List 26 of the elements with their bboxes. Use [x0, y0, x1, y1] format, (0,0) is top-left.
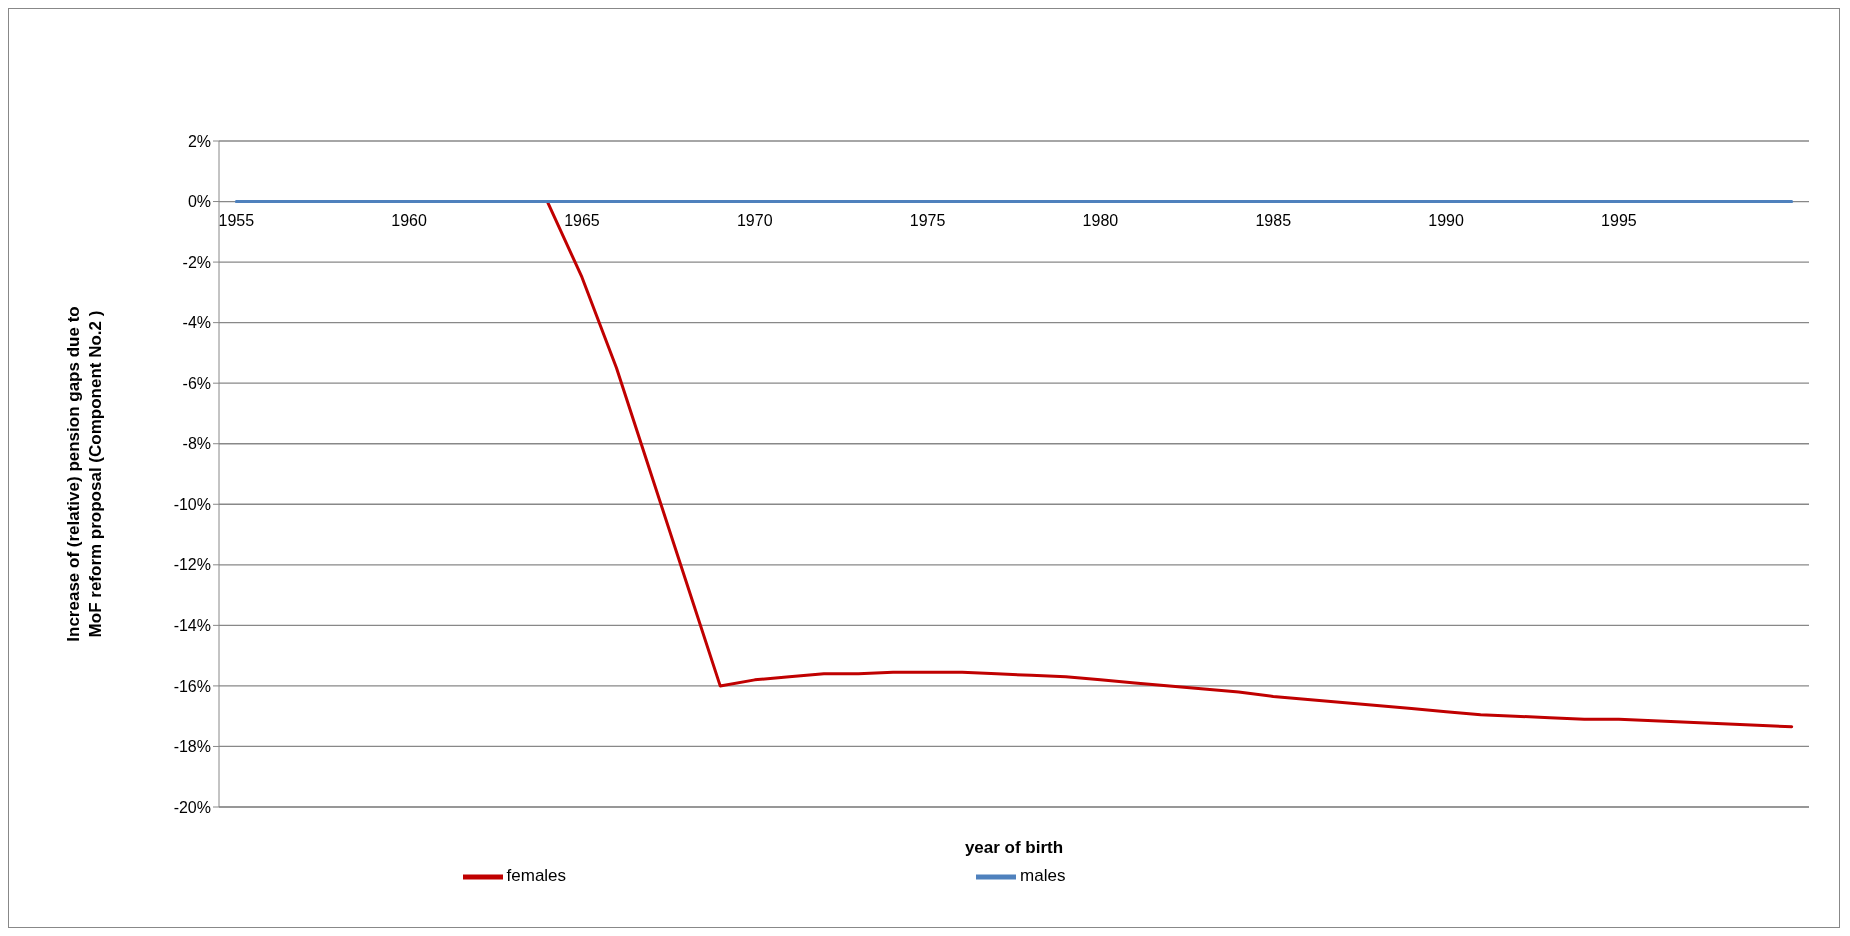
x-tick-label: 1980 — [1082, 211, 1119, 229]
legend-label: males — [1020, 866, 1066, 886]
y-tick-label: -14% — [173, 617, 211, 635]
y-tick-label: -4% — [182, 314, 211, 332]
x-axis-title: year of birth — [964, 838, 1064, 857]
y-tick-label: -12% — [173, 556, 211, 574]
legend-label: females — [506, 866, 567, 886]
y-tick-label: 2% — [187, 132, 211, 150]
y-tick-label: 0% — [187, 193, 211, 211]
x-tick-label: 1960 — [391, 211, 428, 229]
y-tick-label: -10% — [173, 495, 211, 513]
y-tick-label: -8% — [182, 435, 211, 453]
x-tick-label: 1990 — [1428, 211, 1464, 229]
x-tick-label: 1995 — [1601, 211, 1637, 229]
x-tick-label: 1955 — [218, 211, 255, 229]
y-tick-label: -2% — [182, 253, 211, 271]
y-tick-label: -6% — [182, 374, 211, 392]
y-tick-label: -16% — [173, 677, 211, 695]
y-tick-label: -20% — [173, 798, 211, 816]
y-tick-label: -18% — [173, 738, 211, 756]
x-tick-label: 1985 — [1255, 211, 1292, 229]
x-tick-label: 1965 — [564, 211, 600, 229]
y-axis-title: Increase of (relative) pension gaps due to MoF reform proposal (Component No.2 ) — [64, 306, 105, 642]
x-tick-label: 1970 — [736, 211, 773, 229]
x-tick-label: 1975 — [909, 211, 946, 229]
line-series — [545, 200, 1794, 729]
